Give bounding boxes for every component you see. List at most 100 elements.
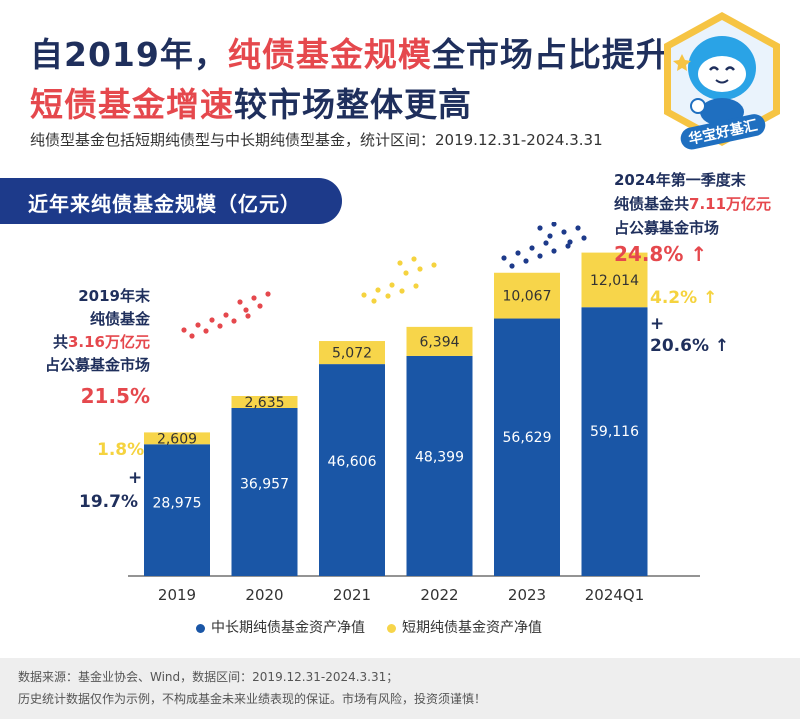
brand-banner xyxy=(680,114,766,150)
legend-label: 中长期纯债基金资产净值 xyxy=(211,620,365,636)
data-label-long-2019: 28,975 xyxy=(153,495,202,511)
bar-short-2024Q1 xyxy=(581,252,648,308)
decorative-dot xyxy=(551,222,557,227)
annotation-2019: 2019年末 纯债基金 共3.16万亿元 占公募基金市场 21.5% xyxy=(28,285,150,408)
title-text: 较市场整体更高 xyxy=(234,85,472,124)
decorative-dot xyxy=(565,243,571,249)
bar-long-2019 xyxy=(144,444,210,576)
data-label-short-2020: 2,635 xyxy=(244,395,284,411)
x-tick-label-2023: 2023 xyxy=(508,586,546,604)
decorative-dot xyxy=(523,258,529,264)
decorative-dot xyxy=(181,327,187,333)
annotation-pct: 24.8% xyxy=(614,242,684,266)
plus-sign: + xyxy=(128,468,143,488)
annotation-highlight: 3.16万亿元 xyxy=(67,333,150,351)
title-highlight: 短债基金增速 xyxy=(30,85,234,124)
legend-item-short: 短期纯债基金资产净值 xyxy=(387,617,542,637)
data-label-short-2022: 6,394 xyxy=(419,334,459,350)
brand-mascot-logo: 华宝好基汇 xyxy=(664,12,780,150)
decorative-dot xyxy=(509,263,515,269)
legend-item-long: 中长期纯债基金资产净值 xyxy=(196,617,365,637)
decorative-dot xyxy=(237,299,243,305)
decorative-dot xyxy=(371,298,377,304)
long-growth-pct: 20.6% xyxy=(650,336,709,356)
decorative-dot xyxy=(411,256,417,262)
decorative-dot xyxy=(223,312,229,318)
annotation-text: 占公募基金市场 xyxy=(44,356,150,374)
short-growth-pct: 1.8% xyxy=(97,440,145,460)
decorative-dot xyxy=(251,295,257,301)
decorative-dot xyxy=(547,233,553,239)
x-tick-label-2022: 2022 xyxy=(420,586,458,604)
data-label-short-2024Q1: 12,014 xyxy=(590,273,639,289)
bar-short-2021 xyxy=(319,341,385,365)
annotation-text: 共 xyxy=(52,333,68,351)
decorative-dot xyxy=(417,266,423,272)
subtitle: 纯债型基金包括短期纯债型与中长期纯债型基金，统计区间：2019.12.31-20… xyxy=(30,131,603,149)
annotation-pct: 21.5% xyxy=(80,384,150,408)
decorative-dot xyxy=(403,270,409,276)
data-label-long-2024Q1: 59,116 xyxy=(590,424,639,440)
x-tick-label-2024Q1: 2024Q1 xyxy=(585,586,645,604)
annotation-text: 纯债基金共 xyxy=(614,195,690,213)
decorative-dot xyxy=(389,282,395,288)
decorative-dot xyxy=(543,240,549,246)
decorative-dot xyxy=(189,333,195,339)
decorative-dot xyxy=(431,262,437,268)
decorative-dot xyxy=(245,313,251,319)
bar-long-2024Q1 xyxy=(581,307,648,576)
decorative-dot xyxy=(397,260,403,266)
decorative-dot xyxy=(231,318,237,324)
decorative-dot xyxy=(575,225,581,231)
decorative-dot xyxy=(515,250,521,256)
legend-dot xyxy=(196,623,205,633)
annotation-highlight: 7.11万亿元 xyxy=(689,195,772,213)
decorative-dot xyxy=(537,225,543,231)
long-growth-pct: 19.7% xyxy=(79,492,138,512)
x-tick-label-2021: 2021 xyxy=(333,586,371,604)
decorative-dot xyxy=(375,287,381,293)
data-label-long-2022: 48,399 xyxy=(415,450,464,466)
title-text: 自2019年， xyxy=(30,35,228,74)
bar-short-2019 xyxy=(144,432,210,445)
data-label-short-2021: 5,072 xyxy=(332,346,372,362)
bar-long-2020 xyxy=(231,407,298,576)
growth-2019: 1.8% + 19.7% xyxy=(75,440,144,512)
page-title-line2: 短债基金增速较市场整体更高 xyxy=(30,78,472,126)
bar-short-2022 xyxy=(406,326,473,356)
decorative-dot xyxy=(265,291,271,297)
data-label-long-2023: 56,629 xyxy=(503,430,552,446)
decorative-dot xyxy=(399,288,405,294)
decorative-dot xyxy=(581,235,587,241)
annotation-text: 占公募基金市场 xyxy=(614,219,720,237)
chart-legend: 中长期纯债基金资产净值 短期纯债基金资产净值 xyxy=(196,617,542,637)
annotation-2024q1: 2024年第一季度末 纯债基金共7.11万亿元 占公募基金市场 24.8% ↑ xyxy=(614,168,771,266)
up-arrow-icon: ↑ xyxy=(690,242,708,266)
stacked-bar-chart: 28,975 2,609 2019 36,957 2,635 2020 46,606 5,07… xyxy=(128,252,700,604)
annotation-text: 2019年末 xyxy=(78,287,150,305)
decorative-dot xyxy=(243,307,249,313)
decorative-dot xyxy=(529,245,535,251)
decorative-dot xyxy=(501,255,507,261)
legend-label: 短期纯债基金资产净值 xyxy=(402,620,542,636)
up-arrow-icon: ↑ xyxy=(703,288,718,308)
annotation-text: 纯债基金 xyxy=(89,310,150,328)
decorative-dot xyxy=(567,239,573,245)
decorative-dot xyxy=(209,317,215,323)
decorative-dot xyxy=(561,229,567,235)
section-title: 近年来纯债基金规模（亿元） xyxy=(28,192,301,216)
x-tick-label-2019: 2019 xyxy=(158,586,196,604)
page-title-line1: 自2019年，纯债基金规模全市场占比提升， xyxy=(30,28,704,76)
decorative-dot xyxy=(537,253,543,259)
decorative-dot xyxy=(361,292,367,298)
legend-dot xyxy=(387,623,396,633)
decorative-dots-red xyxy=(181,291,271,339)
decorative-dot xyxy=(195,322,201,328)
bar-long-2023 xyxy=(494,318,560,576)
decorative-dots-navy xyxy=(501,222,587,269)
title-text: 全市场占比提升， xyxy=(431,35,704,74)
footer: 数据来源：基金业协会、Wind，数据区间：2019.12.31-2024.3.3… xyxy=(0,658,800,719)
footer-source: 数据来源：基金业协会、Wind，数据区间：2019.12.31-2024.3.3… xyxy=(18,670,399,684)
up-arrow-icon: ↑ xyxy=(714,336,730,356)
x-tick-label-2020: 2020 xyxy=(245,586,283,604)
